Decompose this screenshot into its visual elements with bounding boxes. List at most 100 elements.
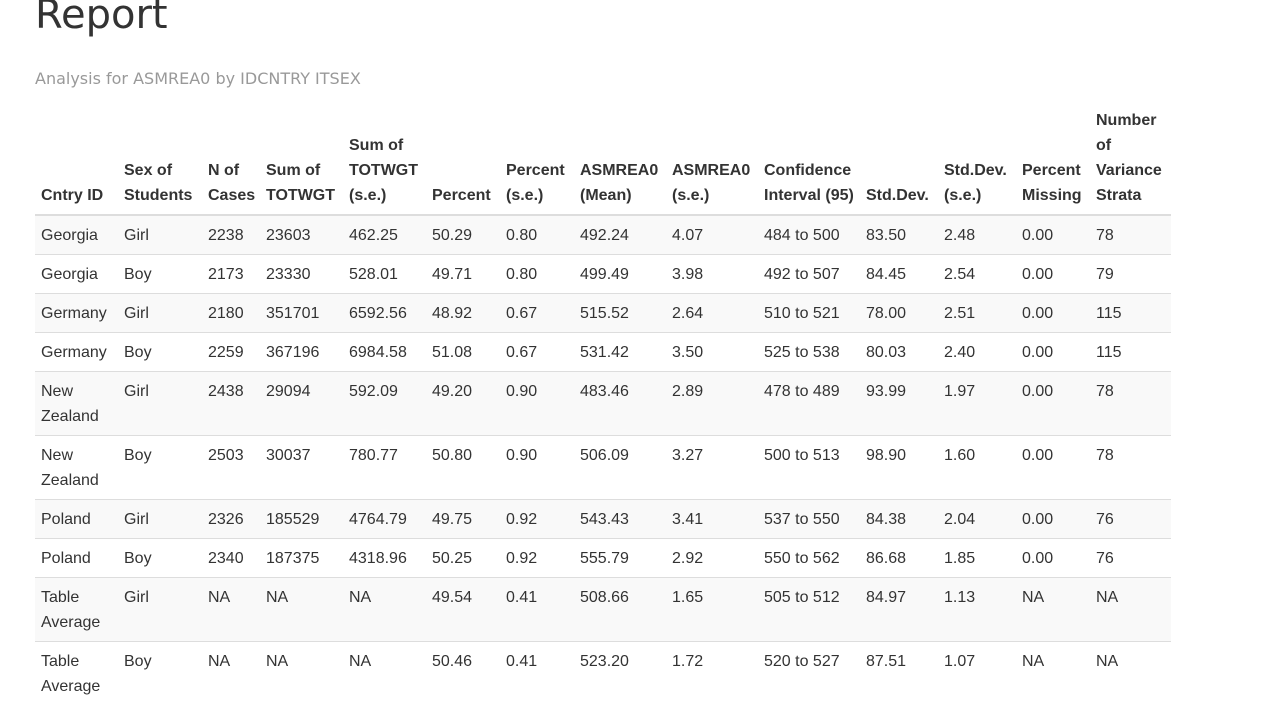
table-cell: 78.00	[860, 293, 938, 333]
table-cell: 500 to 513	[758, 435, 860, 500]
table-cell: 83.50	[860, 214, 938, 255]
table-cell: 3.41	[666, 499, 758, 539]
table-cell: 555.79	[574, 538, 666, 578]
table-cell: 1.85	[938, 538, 1016, 578]
table-cell: 531.42	[574, 332, 666, 372]
column-header: Percent	[426, 108, 500, 216]
table-cell: 23603	[260, 214, 343, 255]
table-row: Georgia Boy 2173 23330 528.01 49.71 0.80 499.49…	[35, 254, 1171, 294]
table-cell: NA	[202, 577, 260, 642]
table-cell: 50.29	[426, 214, 500, 255]
table-cell: 543.43	[574, 499, 666, 539]
table-cell: 2.51	[938, 293, 1016, 333]
table-cell: 1.07	[938, 641, 1016, 705]
column-header: Sex of Students	[118, 108, 202, 216]
table-cell: 499.49	[574, 254, 666, 294]
column-header: ASMREA0 (s.e.)	[666, 108, 758, 216]
table-cell: 115	[1090, 332, 1171, 372]
table-cell: 30037	[260, 435, 343, 500]
table-cell: 79	[1090, 254, 1171, 294]
table-cell: 0.90	[500, 371, 574, 436]
table-row: Germany Girl 2180 351701 6592.56 48.92 0.67 515…	[35, 293, 1171, 333]
table-cell: 23330	[260, 254, 343, 294]
table-cell: 50.46	[426, 641, 500, 705]
report-subtitle: Analysis for ASMREA0 by IDCNTRY ITSEX	[35, 69, 361, 88]
table-cell: 78	[1090, 371, 1171, 436]
table-cell: 506.09	[574, 435, 666, 500]
table-cell: 29094	[260, 371, 343, 436]
table-cell: Girl	[118, 293, 202, 333]
table-cell: 492 to 507	[758, 254, 860, 294]
table-cell: 550 to 562	[758, 538, 860, 578]
table-cell: 49.71	[426, 254, 500, 294]
table-cell: 0.00	[1016, 214, 1090, 255]
report-title: Report	[35, 0, 168, 38]
column-header: Sum of TOTWGT (s.e.)	[343, 108, 426, 216]
column-header: Confidence Interval (95)	[758, 108, 860, 216]
column-header: Cntry ID	[35, 108, 118, 216]
table-row: New Zealand Girl 2438 29094 592.09 49.20 0.90 4…	[35, 371, 1171, 436]
table-cell: 2180	[202, 293, 260, 333]
table-cell: 351701	[260, 293, 343, 333]
table-cell: 0.00	[1016, 293, 1090, 333]
table-row: Georgia Girl 2238 23603 462.25 50.29 0.80 492.2…	[35, 214, 1171, 255]
table-cell: 0.41	[500, 577, 574, 642]
table-cell: 0.80	[500, 254, 574, 294]
table-cell: NA	[1090, 577, 1171, 642]
table-cell: NA	[1016, 577, 1090, 642]
table-cell: 1.60	[938, 435, 1016, 500]
table-row: Poland Girl 2326 185529 4764.79 49.75 0.92 543.…	[35, 499, 1171, 539]
table-cell: 87.51	[860, 641, 938, 705]
table-cell: 84.38	[860, 499, 938, 539]
table-cell: 2.89	[666, 371, 758, 436]
table-cell: 48.92	[426, 293, 500, 333]
table-cell: 462.25	[343, 214, 426, 255]
table-cell: 6984.58	[343, 332, 426, 372]
table-cell: 49.54	[426, 577, 500, 642]
table-cell: Girl	[118, 499, 202, 539]
table-row: New Zealand Boy 2503 30037 780.77 50.80 0.90 50…	[35, 435, 1171, 500]
table-cell: 0.00	[1016, 435, 1090, 500]
table-cell: 528.01	[343, 254, 426, 294]
column-header: ASMREA0 (Mean)	[574, 108, 666, 216]
table-cell: 0.00	[1016, 254, 1090, 294]
column-header: Std.Dev. (s.e.)	[938, 108, 1016, 216]
table-cell: 0.41	[500, 641, 574, 705]
table-cell: 187375	[260, 538, 343, 578]
table-cell: 2.40	[938, 332, 1016, 372]
table-cell: New Zealand	[35, 371, 118, 436]
table-cell: 98.90	[860, 435, 938, 500]
column-header: Number of Variance Strata	[1090, 108, 1171, 216]
table-cell: 2.92	[666, 538, 758, 578]
table-cell: 3.50	[666, 332, 758, 372]
table-cell: 0.00	[1016, 332, 1090, 372]
table-cell: 4318.96	[343, 538, 426, 578]
table-cell: 80.03	[860, 332, 938, 372]
table-cell: Girl	[118, 214, 202, 255]
table-cell: 4764.79	[343, 499, 426, 539]
table-cell: 483.46	[574, 371, 666, 436]
table-cell: 2259	[202, 332, 260, 372]
table-cell: 1.65	[666, 577, 758, 642]
table-cell: Boy	[118, 641, 202, 705]
table-row: Table Average Boy NA NA NA 50.46 0.41 523.20 1.7…	[35, 641, 1171, 705]
table-cell: NA	[260, 641, 343, 705]
table-cell: Georgia	[35, 214, 118, 255]
table-cell: 0.00	[1016, 538, 1090, 578]
table-cell: 50.80	[426, 435, 500, 500]
table-cell: 1.72	[666, 641, 758, 705]
table-cell: 3.98	[666, 254, 758, 294]
table-cell: Table Average	[35, 641, 118, 705]
table-cell: Georgia	[35, 254, 118, 294]
table-cell: New Zealand	[35, 435, 118, 500]
table-cell: 367196	[260, 332, 343, 372]
table-cell: 51.08	[426, 332, 500, 372]
table-cell: 520 to 527	[758, 641, 860, 705]
table-row: Germany Boy 2259 367196 6984.58 51.08 0.67 531.…	[35, 332, 1171, 372]
table-cell: 76	[1090, 499, 1171, 539]
table-cell: 3.27	[666, 435, 758, 500]
table-cell: 537 to 550	[758, 499, 860, 539]
table-body: Georgia Girl 2238 23603 462.25 50.29 0.80 492.2…	[35, 214, 1171, 705]
table-cell: 2340	[202, 538, 260, 578]
table-cell: 492.24	[574, 214, 666, 255]
